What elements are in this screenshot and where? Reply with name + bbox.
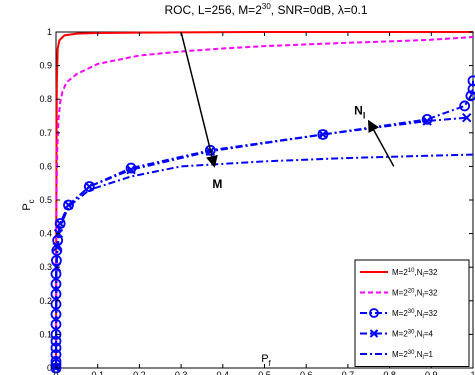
y-tick-label: 0.1 [39,329,52,339]
series-4 [51,112,472,373]
series-line [55,36,474,369]
data-point [465,90,475,102]
legend-entry: M=210,Nl=32 [360,268,438,279]
series-line [55,116,467,369]
data-point [51,255,62,266]
annotation-label: M [212,177,222,191]
y-tick-label: 0.7 [39,128,52,138]
legend-marker [369,308,379,318]
legend-label: M=210,Nl=32 [392,268,438,279]
legend-label: M=230,Nl=4 [392,330,434,341]
series-2 [55,36,474,369]
data-point [63,200,74,210]
y-tick-label: 0 [47,363,52,373]
legend-entry: M=220,Nl=32 [360,289,438,300]
y-tick-label: 0.3 [39,262,52,272]
data-point [462,112,472,123]
x-tick-label: 1 [470,370,475,375]
x-tick-label: 0.5 [258,370,271,375]
data-point [467,75,475,87]
legend-entry: M=230,Nl=4 [360,329,434,341]
legend-entry: M=230,Nl=1 [360,350,434,361]
x-tick-label: 0.6 [300,370,313,375]
y-tick-label: 0.4 [39,229,52,239]
x-tick-label: 0.3 [175,370,188,375]
x-tick-label: 0.7 [342,370,355,375]
x-tick-label: 0.1 [91,370,104,375]
chart-title: ROC, L=256, M=230, SNR=0dB, λ=0.1 [164,2,367,17]
data-point [422,116,432,126]
x-tick-label: 0.9 [425,370,438,375]
annotation-label: Nl [354,103,365,120]
data-point [126,165,136,175]
annotation-2: Nl [354,103,395,167]
data-point [55,218,65,229]
legend [354,259,470,367]
annotation-1: M [180,31,222,191]
data-point [318,129,328,140]
series-5 [55,153,474,369]
y-tick-label: 0.6 [39,161,52,171]
y-tick-label: 0.5 [39,195,52,205]
annotation-arrow [180,31,218,168]
data-point [50,268,62,280]
x-tick-label: 0.2 [133,370,146,375]
data-point [50,298,62,310]
data-point [84,181,95,192]
legend-entry: M=230,Nl=32 [360,308,438,320]
annotation-arrow [368,119,395,167]
y-tick-label: 0.8 [39,94,52,104]
x-tick-label: 0.4 [217,370,230,375]
x-axis-label: Pf [261,353,271,368]
series-1 [55,31,473,369]
y-tick-label: 0.2 [39,296,52,306]
y-tick-label: 1 [47,27,52,37]
y-tick-label: 0.9 [39,61,52,71]
series-line [55,31,473,369]
data-point [421,113,433,125]
y-axis-label: Pc [21,199,36,210]
legend-label: M=230,Nl=1 [392,350,434,361]
data-point [83,181,95,192]
legend-marker [369,329,379,338]
data-point [63,199,74,211]
legend-label: M=230,Nl=32 [392,309,438,320]
series-line [55,153,474,369]
data-point [50,328,62,340]
legend-label: M=220,Nl=32 [392,289,438,300]
x-tick-label: 0.8 [383,370,396,375]
data-point [459,100,471,112]
x-tick-label: 0 [53,370,58,375]
